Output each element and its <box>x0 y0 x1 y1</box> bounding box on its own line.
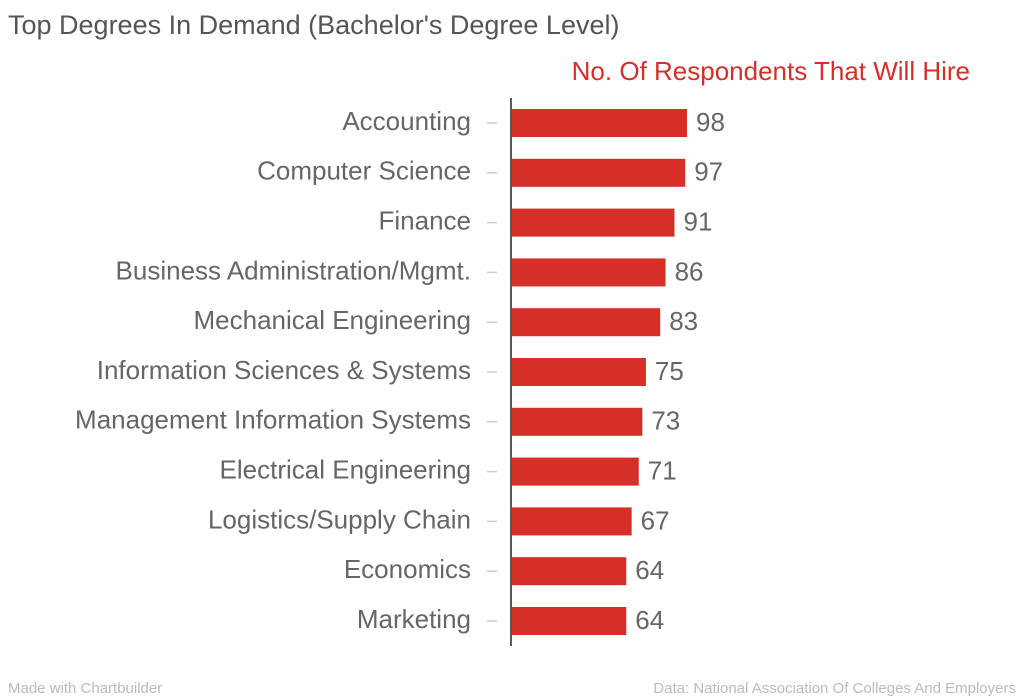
credit: Made with Chartbuilder <box>8 680 162 697</box>
category-label: Logistics/Supply Chain <box>208 504 471 534</box>
bar <box>512 407 643 436</box>
bar <box>512 358 646 386</box>
value-label: 86 <box>675 256 704 286</box>
bar <box>512 557 627 586</box>
bar <box>512 607 627 635</box>
bar <box>512 109 687 137</box>
category-label: Accounting <box>342 106 471 136</box>
value-label: 64 <box>635 555 664 585</box>
category-label: Management Information Systems <box>75 405 471 435</box>
bar <box>512 457 639 486</box>
category-label: Computer Science <box>257 156 471 186</box>
value-label: 71 <box>648 455 677 485</box>
value-label: 64 <box>635 605 664 635</box>
value-label: 97 <box>694 157 723 187</box>
bar <box>512 208 675 237</box>
category-label: Electrical Engineering <box>220 454 471 484</box>
chart-title: Top Degrees In Demand (Bachelor's Degree… <box>8 10 619 40</box>
category-label: Business Administration/Mgmt. <box>116 255 471 285</box>
value-label: 75 <box>655 356 684 386</box>
value-label: 98 <box>696 107 725 137</box>
value-label: 91 <box>684 206 713 236</box>
category-label: Economics <box>344 554 471 584</box>
series-label: No. Of Respondents That Will Hire <box>572 56 970 86</box>
value-label: 73 <box>651 406 680 436</box>
source: Data: National Association Of Colleges A… <box>653 680 1016 697</box>
bar <box>512 158 686 187</box>
bar <box>512 308 661 337</box>
value-label: 83 <box>669 306 698 336</box>
bar <box>512 258 666 287</box>
category-label: Information Sciences & Systems <box>97 355 471 385</box>
category-label: Marketing <box>357 604 471 634</box>
value-label: 67 <box>641 505 670 535</box>
category-label: Finance <box>379 205 472 235</box>
bar <box>512 507 632 536</box>
category-label: Mechanical Engineering <box>193 305 471 335</box>
